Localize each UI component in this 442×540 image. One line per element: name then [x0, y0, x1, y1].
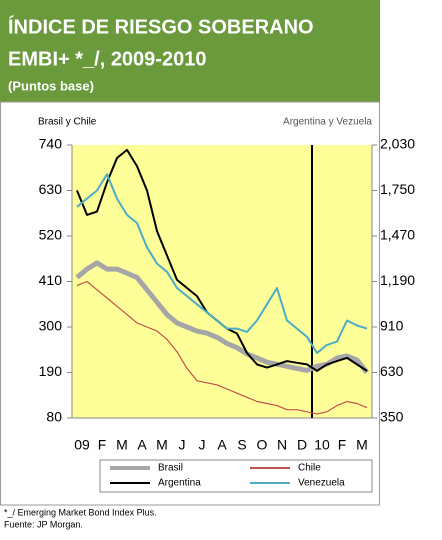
- y2-tick-label: 1,190: [380, 272, 415, 288]
- x-tick-label: N: [277, 437, 287, 453]
- x-tick-label: J: [199, 437, 206, 453]
- subtitle: (Puntos base): [8, 78, 94, 93]
- y2-axis-label: Argentina y Vezuela: [283, 117, 372, 128]
- y2-tick-label: 350: [380, 409, 404, 425]
- legend-label: Brasil: [158, 463, 183, 474]
- frame: [0, 101, 380, 506]
- x-tick-label: A: [137, 437, 147, 453]
- y-tick-label: 740: [39, 136, 63, 152]
- series-line: [75, 260, 369, 375]
- x-tick-label: F: [98, 437, 107, 453]
- x-tick-label: S: [237, 437, 246, 453]
- x-tick-label: O: [257, 437, 268, 453]
- y-tick-label: 300: [39, 318, 63, 334]
- y2-tick-label: 2,030: [380, 136, 415, 152]
- y2-tick-label: 910: [380, 318, 404, 334]
- x-tick-label: M: [116, 437, 128, 453]
- title-line: ÍNDICE DE RIESGO SOBERANO: [8, 15, 314, 38]
- series-line: [76, 280, 368, 415]
- x-tick-label: D: [297, 437, 307, 453]
- x-tick-label: M: [156, 437, 168, 453]
- legend: [99, 459, 373, 493]
- y-tick-label: 80: [46, 409, 62, 425]
- legend-label: Venezuela: [298, 478, 345, 489]
- plot-area: [72, 145, 372, 418]
- legend-label: Chile: [298, 463, 321, 474]
- y2-tick-label: 630: [380, 363, 404, 379]
- y-tick-label: 630: [39, 181, 63, 197]
- x-tick-label: F: [338, 437, 347, 453]
- x-tick-label: M: [356, 437, 368, 453]
- y-tick-label: 190: [39, 363, 63, 379]
- x-tick-label: J: [179, 437, 186, 453]
- legend-label: Argentina: [158, 478, 201, 489]
- title-line: EMBI+ *_/, 2009-2010: [8, 48, 206, 70]
- y2-tick-label: 1,750: [380, 181, 415, 197]
- series-line: [76, 173, 368, 354]
- y-tick-label: 520: [39, 227, 63, 243]
- y2-tick-label: 1,470: [380, 227, 415, 243]
- footnote: *_/ Emerging Market Bond Index Plus.: [4, 507, 157, 517]
- x-tick-label: A: [217, 437, 227, 453]
- footnote: Fuente: JP Morgan.: [4, 519, 83, 529]
- y-tick-label: 410: [39, 272, 63, 288]
- x-tick-label: 10: [314, 437, 330, 453]
- y-axis-label: Brasil y Chile: [38, 117, 97, 128]
- header: [0, 0, 380, 102]
- x-tick-label: 09: [74, 437, 90, 453]
